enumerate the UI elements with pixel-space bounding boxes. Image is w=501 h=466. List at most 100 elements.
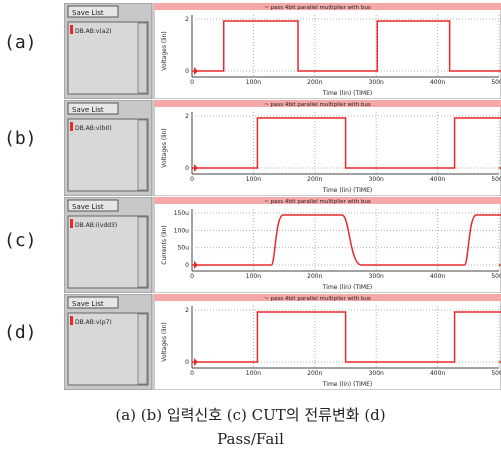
x-tick-label: 400n [430,273,445,280]
x-tick-label: 300n [369,176,384,183]
x-tick-label: 100n [246,370,261,377]
x-tick-label: 400n [430,79,445,86]
waveform-panel-b: Save List DB.AB:v(b0) ~ pass 4bit parallel… [64,100,501,196]
y-axis-label: Voltages (lin) [161,31,168,70]
plot-area [153,197,501,293]
x-tick-label: 400n [430,370,445,377]
plot-title-bar [154,100,501,107]
x-axis-label: Time (lin) (TIME) [322,90,372,97]
signal-listbox [67,312,149,386]
save-list-label: Save List [72,300,104,308]
save-list-button[interactable] [67,296,119,309]
waveform-svg-a: Save List DB.AB:v(a2) ~ pass 4bit parallel… [64,3,501,99]
x-tick-label: 500n [491,370,501,377]
plot-title: ~ pass 4bit parallel multiplier with bus [264,5,371,11]
x-axis-label: Time (lin) (TIME) [322,187,372,194]
y-axis-label: Voltages (lin) [161,128,168,167]
plot-area [153,100,501,196]
y-tick-label: 0 [185,262,189,269]
waveform-panel-c: Save List DB.AB:i(vdd3) ~ pass 4bit parall… [64,197,501,293]
signal-color-marker [70,122,73,131]
x-tick-label: 100n [246,79,261,86]
save-list-label: Save List [72,203,104,211]
x-tick-label: 200n [307,79,322,86]
waveform-trace [192,311,501,363]
signal-name: DB.AB:v(a2) [75,28,112,35]
x-tick-label: 500n [491,79,501,86]
save-list-button[interactable] [67,5,119,18]
plot-title: ~ pass 4bit parallel multiplier with bus [264,199,371,205]
x-axis-label: Time (lin) (TIME) [322,284,372,291]
y-tick-label: 2 [185,307,189,314]
signal-listbox [67,21,149,95]
x-tick-label: 100n [246,176,261,183]
caption-line-1: (a) (b) 입력신호 (c) CUT의 전류변화 (d) [115,406,386,424]
x-tick-label: 0 [190,370,194,377]
cursor-marker [194,67,198,75]
y-tick-label: 2 [185,16,189,23]
x-tick-label: 300n [369,273,384,280]
listbox-scrollbar[interactable] [137,22,148,94]
y-tick-label: 0 [185,359,189,366]
save-list-label: Save List [72,9,104,17]
y-axis-label: Currents (lin) [161,225,168,264]
save-list-label: Save List [72,106,104,114]
signal-color-marker [70,25,73,34]
y-tick-label: 2 [185,113,189,120]
x-axis-label: Time (lin) (TIME) [322,381,372,388]
x-tick-label: 300n [369,79,384,86]
row-label-d: (d) [4,322,37,343]
signal-listbox [67,215,149,289]
y-tick-label: 0 [185,165,189,172]
x-tick-label: 200n [307,370,322,377]
waveform-svg-c: Save List DB.AB:i(vdd3) ~ pass 4bit parall… [64,197,501,293]
caption-line-2: Pass/Fail [217,430,284,448]
x-tick-label: 500n [491,176,501,183]
x-tick-label: 200n [307,273,322,280]
x-tick-label: 0 [190,273,194,280]
x-tick-label: 300n [369,370,384,377]
cursor-marker [194,358,198,366]
plot-title-bar [154,197,501,204]
y-axis-label: Voltages (lin) [161,322,168,361]
waveform-svg-b: Save List DB.AB:v(b0) ~ pass 4bit parallel… [64,100,501,196]
x-tick-label: 0 [190,79,194,86]
plot-title-bar [154,3,501,10]
plot-title: ~ pass 4bit parallel multiplier with bus [264,102,371,108]
listbox-scrollbar[interactable] [137,216,148,288]
listbox-scrollbar[interactable] [137,313,148,385]
x-tick-label: 100n [246,273,261,280]
waveform-trace [192,117,501,169]
signal-name: DB.AB:v(b0) [75,125,112,132]
row-label-a: (a) [4,32,37,53]
y-tick-label: 100u [174,227,189,234]
y-tick-label: 50u [178,245,190,252]
waveform-trace [192,214,501,266]
waveform-panel-a: Save List DB.AB:v(a2) ~ pass 4bit parallel… [64,3,501,99]
x-tick-label: 200n [307,176,322,183]
row-label-c: (c) [4,230,37,251]
plot-title-bar [154,294,501,301]
x-tick-label: 400n [430,176,445,183]
x-tick-label: 0 [190,176,194,183]
plot-area [153,294,501,390]
signal-color-marker [70,219,73,228]
signal-listbox [67,118,149,192]
cursor-marker [194,164,198,172]
save-list-button[interactable] [67,199,119,212]
cursor-marker [194,261,198,269]
waveform-svg-d: Save List DB.AB:v(p7) ~ pass 4bit parallel… [64,294,501,390]
y-tick-label: 150u [174,210,189,217]
row-label-b: (b) [4,128,37,149]
save-list-button[interactable] [67,102,119,115]
y-tick-label: 0 [185,68,189,75]
plot-area [153,3,501,99]
listbox-scrollbar[interactable] [137,119,148,191]
signal-color-marker [70,316,73,325]
waveform-panel-d: Save List DB.AB:v(p7) ~ pass 4bit parallel… [64,294,501,390]
x-tick-label: 500n [491,273,501,280]
signal-name: DB.AB:i(vdd3) [75,222,117,229]
waveform-trace [192,20,501,72]
signal-name: DB.AB:v(p7) [75,319,112,326]
plot-title: ~ pass 4bit parallel multiplier with bus [264,296,371,302]
